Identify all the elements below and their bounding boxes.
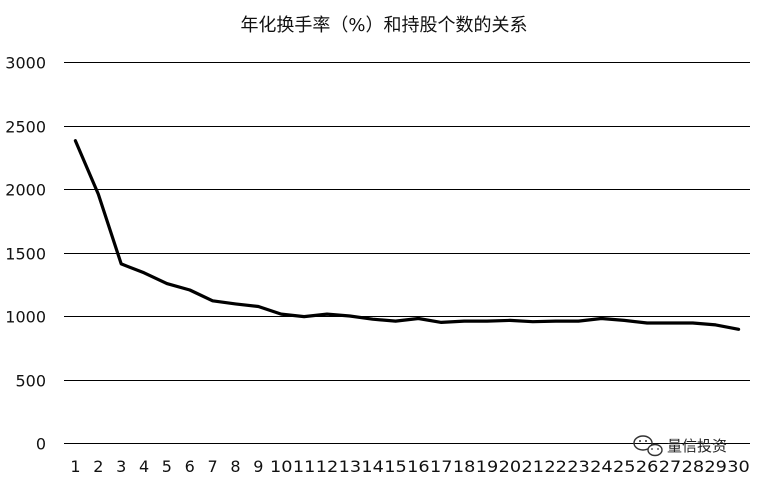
data-point — [211, 299, 214, 302]
x-tick-label: 21 — [522, 457, 545, 476]
data-point — [97, 192, 100, 196]
x-tick-label: 16 — [407, 457, 430, 476]
watermark-text: 量信投资 — [667, 437, 727, 455]
x-tick-label: 20 — [499, 457, 522, 476]
y-tick-label: 3000 — [5, 54, 46, 73]
x-tick-label: 8 — [230, 457, 240, 476]
x-tick-label: 25 — [613, 457, 636, 476]
data-point — [257, 305, 260, 308]
x-tick-label: 22 — [544, 457, 567, 476]
x-tick-label: 15 — [384, 457, 407, 476]
data-point — [371, 318, 374, 321]
data-point — [714, 323, 717, 327]
data-point — [302, 315, 306, 318]
y-tick-label: 0 — [36, 435, 46, 454]
data-point — [554, 319, 557, 323]
x-tick-label: 5 — [162, 457, 172, 476]
data-point — [440, 321, 443, 324]
data-point — [531, 320, 534, 323]
data-point — [120, 262, 123, 266]
data-point — [280, 312, 283, 316]
data-point — [600, 317, 603, 320]
y-tick-label: 1000 — [5, 308, 46, 327]
x-tick-label: 1 — [70, 457, 80, 476]
series-layer — [73, 139, 741, 331]
x-tick-label: 3 — [116, 457, 126, 476]
data-point — [325, 312, 329, 316]
x-tick-label: 4 — [139, 457, 149, 476]
y-axis-ticks: 0 500 1000 1500 2000 2500 3000 — [5, 54, 46, 454]
x-tick-label: 29 — [704, 457, 727, 476]
data-point — [737, 328, 740, 331]
x-tick-label: 14 — [361, 457, 384, 476]
x-tick-label: 23 — [567, 457, 590, 476]
data-point — [417, 317, 420, 320]
data-point — [394, 319, 397, 323]
data-point — [463, 319, 466, 323]
data-point — [165, 282, 169, 285]
data-point — [645, 321, 649, 325]
x-tick-label: 24 — [590, 457, 613, 476]
y-tick-label: 2000 — [5, 181, 46, 200]
x-axis-ticks: 1 2 3 4 5 6 7 8 9 10 11 12 13 14 15 16 17 18 19 20 21 22 23 24 2… — [70, 457, 749, 476]
x-tick-label: 30 — [727, 457, 750, 476]
x-tick-label: 12 — [316, 457, 339, 476]
data-point — [623, 319, 626, 322]
data-point — [668, 321, 672, 325]
data-point — [234, 302, 237, 306]
x-tick-label: 7 — [208, 457, 218, 476]
data-point — [142, 271, 146, 274]
series-line — [73, 139, 741, 331]
data-point — [348, 314, 351, 318]
data-point — [485, 319, 489, 323]
wechat-icon — [633, 435, 663, 457]
x-tick-label: 17 — [430, 457, 453, 476]
x-tick-label: 11 — [293, 457, 316, 476]
y-tick-label: 500 — [15, 372, 46, 391]
data-point — [74, 139, 77, 142]
x-tick-label: 6 — [185, 457, 195, 476]
gridlines — [64, 62, 750, 444]
x-tick-label: 2 — [93, 457, 103, 476]
y-tick-label: 2500 — [5, 118, 46, 137]
x-tick-label: 19 — [476, 457, 499, 476]
y-tick-label: 1500 — [5, 245, 46, 264]
x-tick-label: 26 — [636, 457, 659, 476]
chart-title: 年化换手率（%）和持股个数的关系 — [240, 15, 527, 36]
data-point — [577, 319, 580, 323]
x-tick-label: 18 — [453, 457, 476, 476]
data-point — [508, 319, 512, 322]
x-tick-label: 27 — [659, 457, 682, 476]
data-point — [691, 321, 694, 325]
watermark: 量信投资 — [633, 435, 727, 457]
x-tick-label: 13 — [339, 457, 362, 476]
x-tick-label: 9 — [253, 457, 263, 476]
x-tick-label: 28 — [682, 457, 705, 476]
x-tick-label: 10 — [270, 457, 293, 476]
data-point — [188, 288, 191, 292]
